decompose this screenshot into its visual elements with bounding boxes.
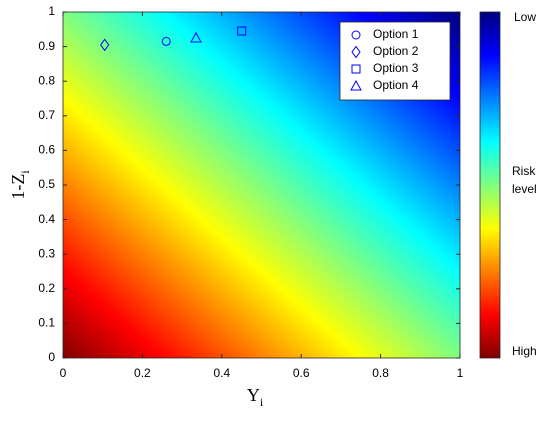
x-tick-label: 0 bbox=[60, 366, 67, 380]
colorbar-label: Low bbox=[514, 10, 536, 24]
y-tick-label: 0.9 bbox=[38, 39, 55, 53]
legend-marker bbox=[350, 79, 362, 91]
y-tick-label: 0.4 bbox=[38, 212, 55, 226]
y-tick-label: 0.2 bbox=[38, 281, 55, 295]
legend-marker bbox=[351, 30, 361, 40]
legend: Option 1 Option 2 Option 3 Option 4 bbox=[339, 21, 451, 101]
y-tick-label: 0 bbox=[48, 350, 55, 364]
x-axis-label: Yi bbox=[247, 385, 264, 409]
colorbar bbox=[479, 11, 501, 359]
x-axis-label-sub: i bbox=[260, 395, 264, 409]
marker bbox=[161, 36, 171, 46]
x-tick-label: 0.6 bbox=[293, 366, 310, 380]
marker bbox=[190, 31, 202, 43]
y-tick-label: 0.8 bbox=[38, 73, 55, 87]
colorbar-label: Risk bbox=[512, 164, 536, 178]
y-tick-label: 0.1 bbox=[38, 316, 55, 330]
marker bbox=[237, 26, 247, 36]
y-tick-label: 0.5 bbox=[38, 177, 55, 191]
colorbar-label: level bbox=[512, 182, 537, 196]
marker bbox=[100, 38, 110, 52]
x-tick-label: 0.2 bbox=[134, 366, 151, 380]
y-axis-label: 1-Zi bbox=[8, 170, 32, 200]
legend-label: Option 3 bbox=[373, 61, 419, 75]
x-tick-label: 1 bbox=[457, 366, 464, 380]
legend-label: Option 4 bbox=[373, 78, 419, 92]
y-tick-label: 0.3 bbox=[38, 246, 55, 260]
y-tick-label: 1 bbox=[48, 4, 55, 18]
legend-marker bbox=[351, 45, 361, 59]
legend-label: Option 1 bbox=[373, 27, 419, 41]
y-axis-label-sub: i bbox=[18, 170, 32, 174]
y-tick-label: 0.7 bbox=[38, 108, 55, 122]
legend-box bbox=[339, 21, 451, 101]
x-tick-label: 0.8 bbox=[372, 366, 389, 380]
x-axis-label-main: Y bbox=[247, 385, 260, 405]
legend-marker bbox=[351, 64, 361, 74]
x-tick-label: 0.4 bbox=[213, 366, 230, 380]
colorbar-label: High bbox=[512, 344, 537, 358]
y-tick-label: 0.6 bbox=[38, 143, 55, 157]
legend-label: Option 2 bbox=[373, 44, 419, 58]
y-axis-label-main: 1-Z bbox=[8, 174, 28, 200]
